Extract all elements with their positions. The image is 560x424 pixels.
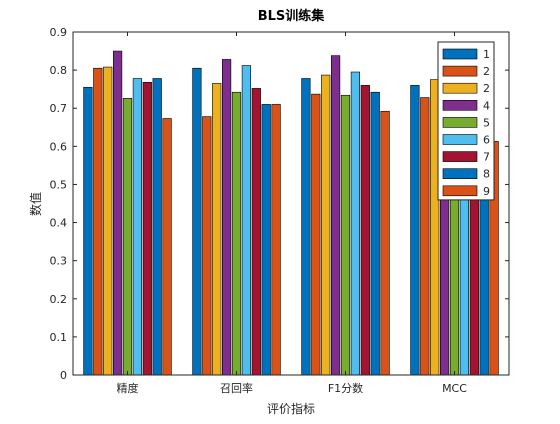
chart-title: BLS训练集: [258, 8, 326, 24]
legend-swatch-7: [442, 151, 478, 162]
axes-layer: 0 0.1 0.2 0.3 0.4 0.5 0.6 0.7 0.8 0.9 精度 召回率 F1分数 MCC: [50, 26, 509, 395]
bar-3-3: [321, 74, 331, 376]
legend: 1 2 2 4 5 6 7 8 9: [437, 41, 495, 201]
bar-1-1: [83, 86, 93, 376]
y-tick-label: 0.6: [50, 140, 68, 153]
legend-label-8: 8: [483, 168, 490, 181]
bar-2-8: [261, 104, 271, 376]
bar-3-6: [350, 71, 361, 376]
bar-1-2: [93, 67, 103, 376]
bar-2-7: [251, 88, 261, 376]
x-axis-label: 评价指标: [267, 401, 315, 416]
bar-2-6: [241, 65, 252, 376]
bar-3-1: [301, 78, 311, 376]
bar-2-9: [271, 104, 281, 376]
x-tick-label: 召回率: [220, 381, 253, 395]
y-tick-label: 0.4: [50, 217, 68, 230]
y-tick-label: 0.2: [50, 293, 68, 306]
legend-swatch-8: [442, 168, 478, 179]
bars-layer: [83, 50, 499, 376]
bar-1-3: [103, 66, 113, 376]
bar-1-6: [132, 78, 143, 376]
bar-3-9: [380, 110, 390, 376]
bar-3-2: [311, 93, 321, 376]
bar-3-4: [330, 55, 341, 376]
bar-3-7: [360, 85, 370, 376]
legend-swatch-5: [442, 117, 478, 128]
legend-label-2: 2: [483, 65, 490, 78]
bar-2-4: [222, 59, 232, 376]
bar-2-1: [192, 67, 202, 376]
legend-label-3: 2: [483, 82, 490, 95]
bar-4-1: [410, 85, 420, 376]
y-tick-label: 0.9: [50, 26, 68, 39]
y-tick-label: 0: [60, 369, 67, 382]
legend-label-5: 5: [483, 116, 490, 129]
bar-2-2: [202, 116, 212, 376]
legend-swatch-3: [442, 82, 478, 94]
bar-2-5: [231, 91, 242, 376]
legend-label-7: 7: [483, 151, 490, 164]
bar-1-4: [113, 50, 123, 376]
y-tick-label: 0.8: [50, 64, 68, 77]
bar-3-5: [340, 94, 351, 376]
x-tick-label: F1分数: [328, 382, 363, 395]
legend-label-1: 1: [483, 48, 490, 61]
bar-1-9: [162, 118, 172, 376]
legend-swatch-1: [442, 48, 478, 60]
legend-label-4: 4: [483, 99, 490, 112]
plot-area-frame: [72, 31, 510, 376]
bar-2-3: [212, 83, 222, 376]
y-axis-label: 数值: [28, 192, 43, 216]
bar-1-8: [152, 78, 162, 376]
legend-swatch-9: [442, 185, 478, 197]
bar-4-2: [420, 97, 430, 376]
legend-label-6: 6: [483, 134, 490, 147]
y-tick-label: 0.3: [50, 255, 68, 268]
y-tick-label: 0.1: [50, 331, 68, 344]
y-tick-label: 0.5: [50, 178, 68, 191]
legend-swatch-4: [442, 100, 478, 111]
x-tick-label: MCC: [442, 382, 467, 395]
legend-label-9: 9: [483, 185, 490, 198]
bar-1-7: [142, 82, 152, 376]
y-tick-label: 0.7: [50, 102, 68, 115]
x-tick-label: 精度: [117, 381, 139, 395]
bar-3-8: [370, 91, 380, 376]
bar-1-5: [122, 98, 133, 376]
legend-swatch-6: [442, 134, 478, 145]
legend-swatch-2: [442, 65, 478, 77]
